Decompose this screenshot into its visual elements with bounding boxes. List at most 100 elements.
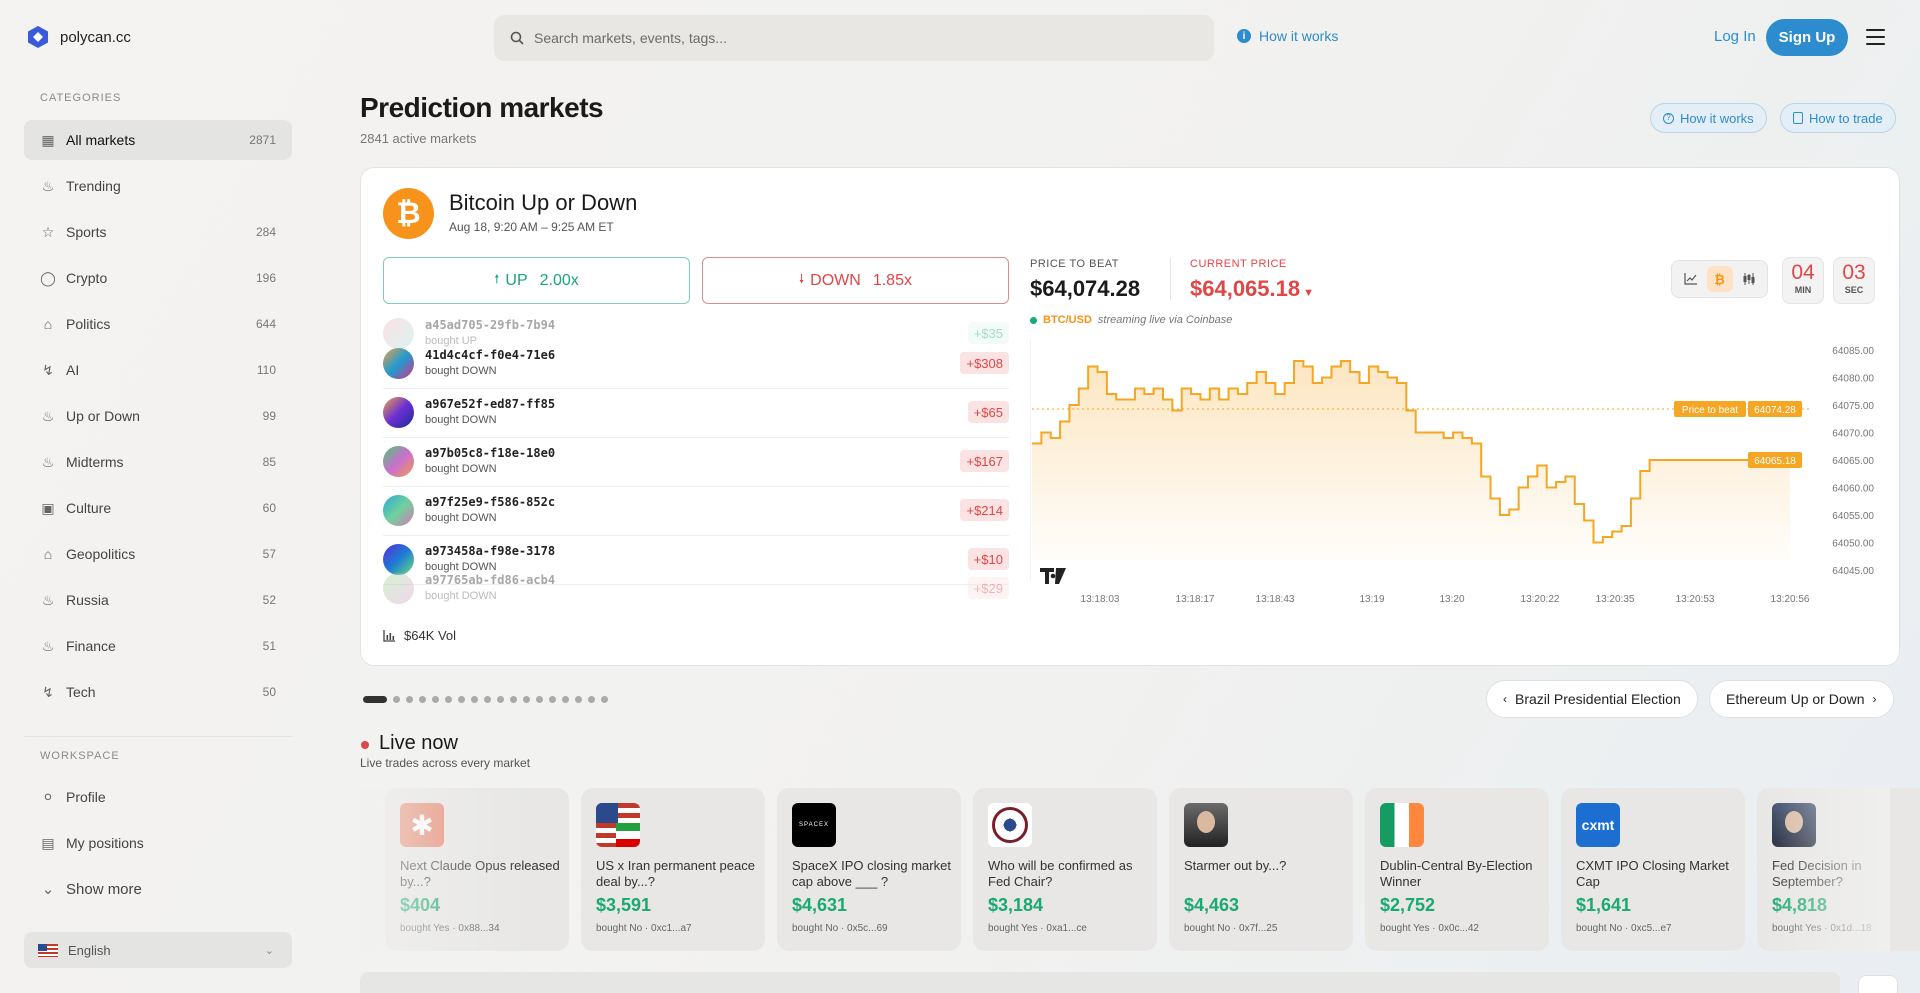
trade-row: a45ad705-29fb-7b94 bought UP +$35 [383,310,1009,359]
buy-up-button[interactable]: 🠕 UP 2.00x [383,257,690,304]
person-image [1184,803,1228,847]
carousel-dot[interactable] [393,696,400,703]
card-question: Dublin-Central By-Election Winner [1380,858,1533,889]
line-chart-icon[interactable] [1678,266,1704,292]
sidebar-item-ai[interactable]: ↯ AI 110 [24,350,292,390]
bar-chart-icon [383,629,395,642]
live-trade-card[interactable]: US x Iran permanent peace deal by...? $3,… [581,788,765,951]
sidebar-item-sports[interactable]: ☆ Sports 284 [24,212,292,252]
bitcoin-toggle-icon[interactable]: ₿ [1706,266,1733,292]
card-question: Who will be confirmed as Fed Chair? [988,858,1133,889]
live-status-dot [1030,316,1037,324]
how-it-works-link[interactable]: i How it works [1237,28,1338,44]
sidebar-item-politics[interactable]: ⌂ Politics 644 [24,304,292,344]
trade-row: a973458a-f98e-3178 bought DOWN +$10 [383,536,1009,585]
carousel-dot[interactable] [549,696,556,703]
carousel-dot[interactable] [419,696,426,703]
trade-action: bought DOWN [425,463,497,475]
carousel-dot[interactable] [588,696,595,703]
live-trade-card[interactable]: Who will be confirmed as Fed Chair? $3,18… [973,788,1157,951]
carousel-fade-right [1760,788,1890,951]
carousel-dot[interactable] [497,696,504,703]
live-trade-card[interactable]: SPACEX SpaceX IPO closing market cap abov… [777,788,961,951]
workspace-item-my-positions[interactable]: ▤ My positions [24,823,292,863]
price-chart[interactable]: Price to beat 64074.28 64065.18 64085.00 640… [1030,340,1880,620]
language-selector[interactable]: English ⌄ [24,932,292,968]
carousel-dot[interactable] [458,696,465,703]
login-button[interactable]: Log In [1714,28,1756,45]
buy-down-button[interactable]: 🠗 DOWN 1.85x [702,257,1009,304]
market-title[interactable]: Bitcoin Up or Down [449,190,638,215]
x-tick-label: 13:18:43 [1256,594,1295,605]
avatar [383,348,414,379]
price-to-beat-tag [1674,400,1746,417]
user-icon: ⚪ [42,788,54,805]
sidebar-item-count: 85 [262,455,276,469]
hamburger-menu-icon[interactable] [1866,29,1885,45]
sidebar-item-label: Culture [66,500,112,516]
page-title: Prediction markets [360,92,604,123]
sidebar-item-all-markets[interactable]: ▦ All markets 2871 [24,120,292,160]
spacex-image: SPACEX [792,803,836,847]
bottom-search-bar[interactable] [360,972,1840,993]
carousel-dot[interactable] [562,696,569,703]
live-trade-card[interactable]: Dublin-Central By-Election Winner $2,752 b… [1365,788,1549,951]
live-trade-card[interactable]: Starmer out by...? $4,463 bought No · 0x7f… [1169,788,1353,951]
sidebar-item-count: 284 [255,225,276,239]
live-trade-card[interactable]: cxmt CXMT IPO Closing Market Cap $1,641 bou… [1561,788,1745,951]
carousel-dots [363,696,608,703]
sidebar-item-tech[interactable]: ↯ Tech 50 [24,672,292,712]
sidebar-item-russia[interactable]: ♨ Russia 52 [24,580,292,620]
trade-amount: +$167 [960,450,1009,472]
carousel-dot[interactable] [406,696,413,703]
next-market-button[interactable]: Ethereum Up or Down › [1709,680,1894,718]
current-price-tag [1748,452,1802,468]
sidebar-item-geopolitics[interactable]: ⌂ Geopolitics 57 [24,534,292,574]
sidebar-item-label: Politics [66,316,111,332]
how-it-works-button[interactable]: ? How it works [1650,103,1767,133]
trade-amount: +$214 [960,499,1009,521]
timer-minutes: 04 MIN [1782,257,1824,304]
sidebar-item-finance[interactable]: ♨ Finance 51 [24,626,292,666]
current-price-text: $64,065.18 [1190,276,1301,301]
seal-image [988,803,1032,847]
signup-button[interactable]: Sign Up [1766,19,1848,56]
sidebar-item-crypto[interactable]: ◯ Crypto 196 [24,258,292,298]
workspace-item-show-more[interactable]: ⌄ Show more [24,869,292,909]
carousel-dot[interactable] [510,696,517,703]
carousel-dot[interactable] [536,696,543,703]
up-label: UP [505,271,528,289]
carousel-dot[interactable] [484,696,491,703]
carousel-dot[interactable] [432,696,439,703]
sidebar-item-midterms[interactable]: ♨ Midterms 85 [24,442,292,482]
timer-min-label: MIN [1794,285,1812,295]
sidebar-item-culture[interactable]: ▣ Culture 60 [24,488,292,528]
candlestick-icon[interactable] [1736,266,1762,292]
current-price-label: CURRENT PRICE [1190,258,1287,270]
card-meta: bought No · 0x5c...69 [792,923,888,934]
trade-row: a97b05c8-f18e-18e0 bought DOWN +$167 [383,438,1009,487]
search-bar[interactable]: Search markets, events, tags... [494,15,1214,61]
how-to-trade-label: How to trade [1809,110,1883,126]
sidebar-item-trending[interactable]: ♨ Trending [24,166,292,206]
trade-row: a967e52f-ed87-ff85 bought DOWN +$65 [383,389,1009,438]
prev-market-button[interactable]: ‹ Brazil Presidential Election [1486,680,1698,718]
sidebar-divider [24,736,292,737]
carousel-dot[interactable] [575,696,582,703]
card-meta: bought No · 0xc5...e7 [1576,923,1672,934]
how-to-trade-button[interactable]: How to trade [1780,103,1896,133]
chevron-down-icon: ⌄ [264,944,274,957]
carousel-dot[interactable] [523,696,530,703]
logo[interactable]: polycan.cc [26,25,131,49]
carousel-dot[interactable] [445,696,452,703]
card-question: CXMT IPO Closing Market Cap [1576,858,1729,889]
carousel-dot[interactable] [601,696,608,703]
carousel-dot[interactable] [471,696,478,703]
sidebar-item-label: Finance [66,638,116,654]
sidebar-item-up-or-down[interactable]: ♨ Up or Down 99 [24,396,292,436]
card-price: $2,752 [1380,895,1436,915]
carousel-dot[interactable] [363,696,387,703]
workspace-item-profile[interactable]: ⚪ Profile [24,777,292,817]
filter-button[interactable] [1858,975,1898,993]
trophy-icon: ☆ [41,223,55,240]
